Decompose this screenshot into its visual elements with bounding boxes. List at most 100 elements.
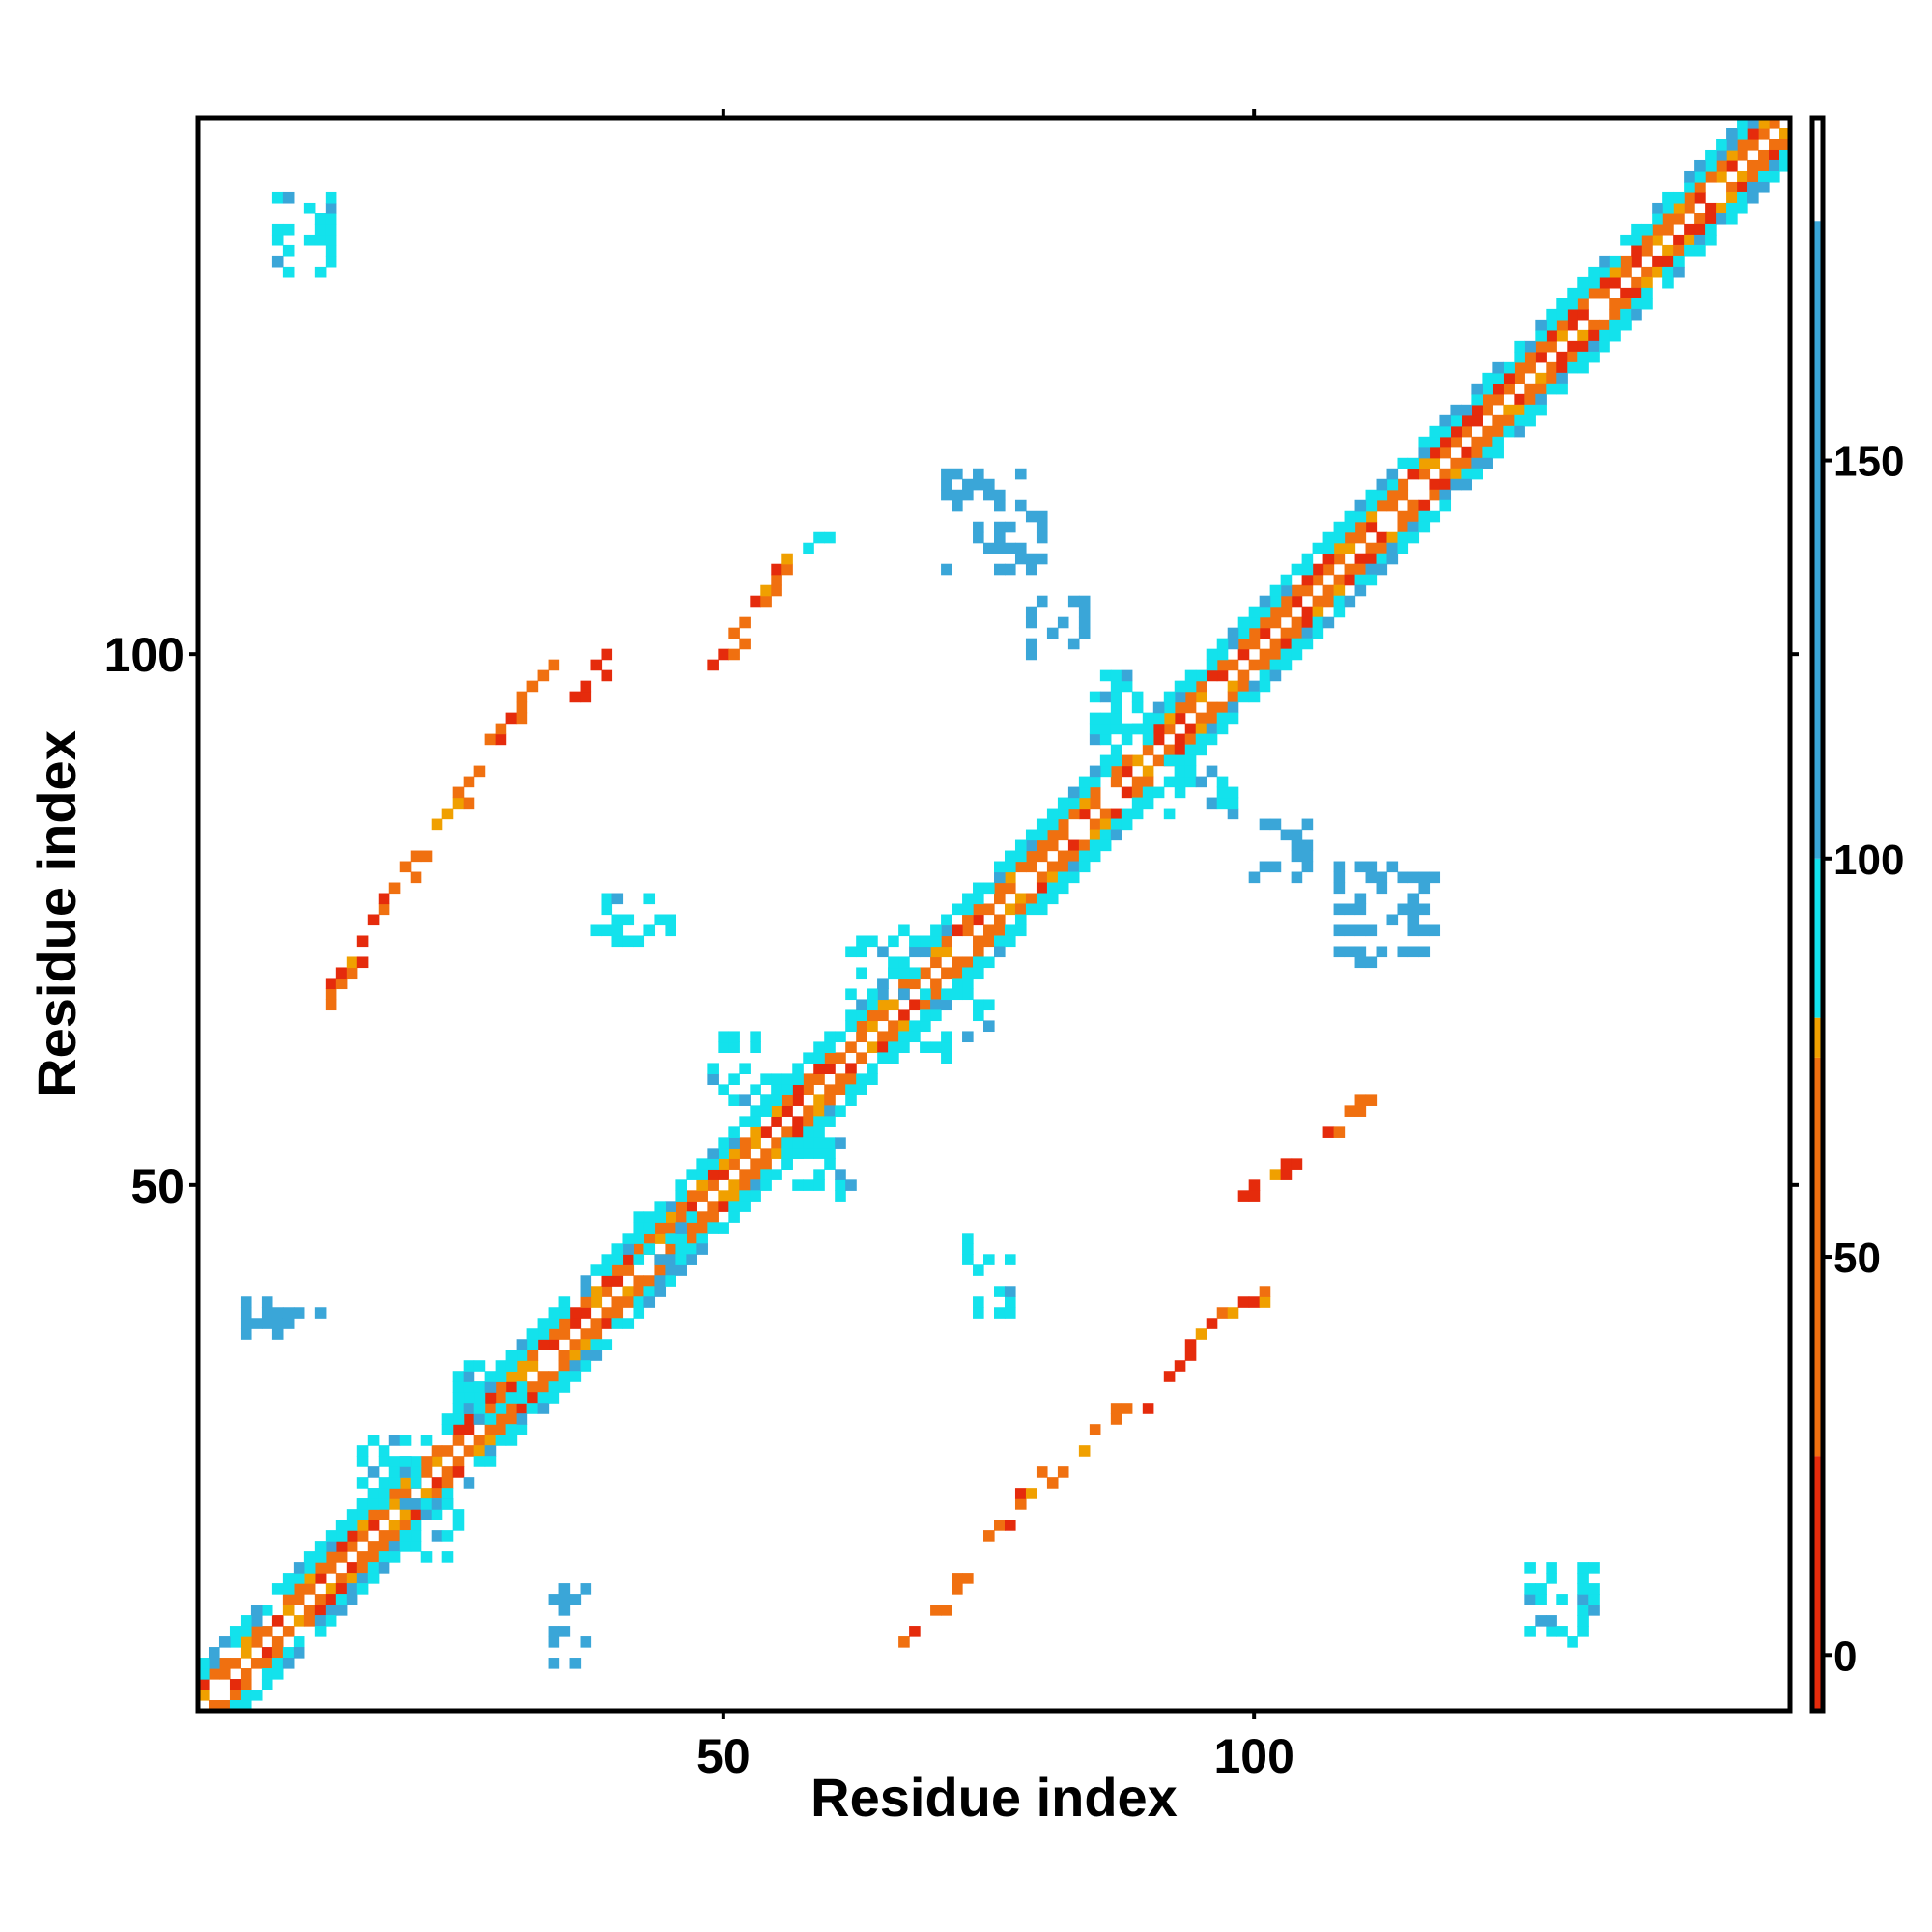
heatmap-cell <box>622 1264 635 1276</box>
heatmap-cell <box>569 1318 582 1329</box>
heatmap-cell <box>1758 170 1770 183</box>
heatmap-cell <box>707 1063 719 1074</box>
heatmap-cell <box>973 1296 984 1308</box>
heatmap-cell <box>1004 903 1016 916</box>
heatmap-cell <box>399 1509 412 1520</box>
heatmap-cell <box>1524 1562 1536 1574</box>
heatmap-cell <box>314 1573 327 1584</box>
heatmap-cell <box>781 1094 793 1106</box>
heatmap-cell <box>750 1105 761 1117</box>
heatmap-cell <box>378 1530 390 1542</box>
heatmap-cell <box>1376 553 1388 565</box>
heatmap-cell <box>1641 276 1653 289</box>
heatmap-cell <box>845 1084 857 1095</box>
heatmap-cell <box>569 1360 582 1372</box>
heatmap-cell <box>643 1286 656 1297</box>
heatmap-cell <box>1407 468 1420 480</box>
heatmap-cell <box>1333 1126 1346 1138</box>
heatmap-cell <box>1705 202 1717 214</box>
heatmap-cell <box>431 818 443 831</box>
heatmap-cell <box>1758 128 1770 140</box>
heatmap-cell <box>1195 723 1208 735</box>
heatmap-cell <box>1184 744 1197 756</box>
heatmap-cell <box>314 1605 327 1616</box>
heatmap-cell <box>1142 776 1154 788</box>
heatmap-cell <box>1577 1583 1589 1595</box>
heatmap-cell <box>1365 574 1378 586</box>
heatmap-cell <box>877 1009 889 1022</box>
heatmap-cell <box>1195 744 1208 756</box>
heatmap-cell <box>1609 319 1621 331</box>
heatmap-cell <box>1503 383 1515 395</box>
heatmap-cell <box>803 1105 814 1117</box>
heatmap-cell <box>824 1031 836 1043</box>
heatmap-cell <box>335 1594 348 1605</box>
heatmap-cell <box>994 893 1006 905</box>
heatmap-cell <box>1376 478 1388 491</box>
heatmap-cell <box>1291 595 1303 608</box>
heatmap-cell <box>930 999 942 1011</box>
heatmap-cell <box>654 1254 667 1265</box>
heatmap-cell <box>1206 669 1218 682</box>
heatmap-cell <box>1652 213 1663 225</box>
heatmap-cell <box>1131 701 1144 714</box>
heatmap-cell <box>1004 1254 1016 1265</box>
heatmap-cell <box>367 1466 380 1478</box>
heatmap-cell <box>399 861 412 873</box>
heatmap-cell <box>611 1264 624 1276</box>
heatmap-cell <box>1195 776 1208 788</box>
heatmap-cell <box>367 914 380 926</box>
heatmap-cell <box>1631 255 1642 268</box>
heatmap-cell <box>930 978 942 990</box>
heatmap-cell <box>771 574 782 586</box>
heatmap-cell <box>909 999 921 1011</box>
heatmap-cell <box>1184 776 1197 788</box>
heatmap-cell <box>994 861 1006 873</box>
heatmap-cell <box>580 1286 592 1297</box>
heatmap-cell <box>198 1658 210 1669</box>
heatmap-cell <box>792 1084 804 1095</box>
heatmap-cell <box>516 1371 528 1382</box>
heatmap-cell <box>1163 691 1176 703</box>
heatmap-cell <box>1684 223 1695 236</box>
heatmap-cell <box>1184 701 1197 714</box>
heatmap-cell <box>463 1360 475 1372</box>
heatmap-cell <box>356 1477 369 1489</box>
heatmap-cell <box>1025 510 1037 523</box>
heatmap-cell <box>1291 1158 1303 1170</box>
heatmap-cell <box>994 946 1006 958</box>
heatmap-cell <box>1259 1296 1271 1308</box>
heatmap-cell <box>1184 691 1197 703</box>
heatmap-cell <box>1333 542 1346 554</box>
heatmap-cell <box>1036 1466 1048 1478</box>
heatmap-cell <box>898 1041 910 1054</box>
heatmap-cell <box>601 893 613 905</box>
heatmap-cell <box>962 988 974 1001</box>
heatmap-cell <box>1407 499 1420 512</box>
heatmap-cell <box>1259 861 1271 873</box>
heatmap-cell <box>1259 595 1271 608</box>
heatmap-cell <box>824 1052 836 1064</box>
heatmap-cell <box>1291 829 1303 841</box>
heatmap-cell <box>1365 563 1378 576</box>
heatmap-cell <box>388 1498 401 1510</box>
heatmap-cell <box>962 1243 974 1255</box>
heatmap-cell <box>1195 680 1208 693</box>
heatmap-cell <box>920 1009 931 1022</box>
heatmap-cell <box>325 213 337 225</box>
y-axis-label: Residue index <box>26 730 87 1097</box>
heatmap-cell <box>952 468 963 480</box>
heatmap-cell <box>1461 468 1472 480</box>
heatmap-cell <box>261 1658 273 1669</box>
heatmap-cell <box>505 712 518 724</box>
heatmap-cell <box>1142 712 1154 724</box>
heatmap-cell <box>516 701 528 714</box>
heatmap-cell <box>867 1063 878 1074</box>
heatmap-cell <box>293 1307 305 1319</box>
heatmap-cell <box>824 1137 836 1149</box>
heatmap-cell <box>952 1573 963 1584</box>
heatmap-cell <box>909 946 921 958</box>
heatmap-cell <box>1439 489 1452 501</box>
heatmap-cell <box>707 1148 719 1159</box>
heatmap-cell <box>303 202 316 214</box>
